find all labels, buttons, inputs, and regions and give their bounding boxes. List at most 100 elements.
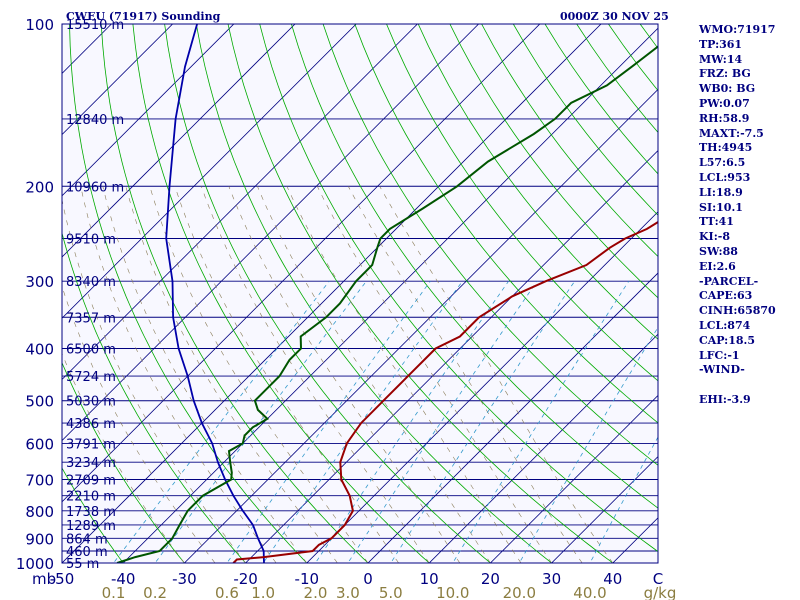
dry-adiabat-line — [100, 24, 369, 563]
plot-frame — [61, 23, 659, 564]
index-item: LCL:953 — [699, 170, 751, 184]
index-item: TH:4945 — [699, 141, 753, 155]
temperature-tick-label: 30 — [542, 570, 561, 588]
temperature-tick-label: -50 — [50, 570, 75, 588]
moist-adiabat-line — [80, 186, 277, 563]
index-item: FRZ: BG — [699, 67, 751, 81]
dry-adiabat-line — [417, 24, 658, 340]
dry-adiabat-line — [62, 467, 124, 563]
mixing-ratio-line — [390, 280, 576, 563]
mixing-ratio-tick-label: g/kg — [644, 584, 677, 600]
pressure-tick-label: 800 — [25, 503, 54, 521]
dry-adiabat-line — [322, 24, 658, 466]
moist-adiabat-line — [257, 186, 491, 563]
dry-adiabat-line — [290, 24, 658, 509]
isotherm-line — [306, 211, 658, 563]
moist-adiabat-line — [62, 285, 216, 563]
dry-adiabat-line — [481, 24, 658, 258]
indices-panel: WMO:71917 TP:361 MW:14 FRZ: BG WB0: BG PW:0.0… — [699, 23, 799, 408]
index-item: RH:58.9 — [699, 111, 750, 125]
height-label: 864 m — [66, 532, 108, 547]
index-item: LCL:874 — [699, 318, 751, 332]
mixing-ratio-line — [262, 280, 463, 563]
index-item: -PARCEL- — [699, 274, 759, 288]
height-label: 7357 m — [66, 311, 116, 326]
isotherm-line — [245, 150, 658, 563]
isotherm-line — [489, 394, 658, 563]
pressure-tick-label: 200 — [25, 178, 54, 196]
mixing-ratio-tick-label: 0.1 — [102, 584, 126, 600]
height-label: 10960 m — [66, 180, 124, 195]
moist-adiabat-line — [149, 186, 369, 563]
mixing-ratio-tick-label: 5.0 — [379, 584, 403, 600]
index-item: WB0: BG — [699, 82, 756, 96]
isotherm-line — [183, 88, 658, 563]
height-label: 1289 m — [66, 519, 116, 534]
dry-adiabat-line — [69, 24, 308, 563]
height-label: 5724 m — [66, 370, 116, 385]
temperature-tick-label: 20 — [481, 570, 500, 588]
index-item: TT:41 — [699, 215, 734, 229]
chart-title: CWEU (71917) Sounding — [66, 10, 221, 23]
index-item: TP:361 — [699, 37, 743, 51]
pressure-unit-label: mb — [32, 570, 56, 588]
index-item: -WIND- — [699, 363, 745, 377]
isotherm-line — [428, 333, 658, 563]
grid-lines — [0, 0, 658, 574]
mixing-ratio-tick-label: 2.0 — [304, 584, 328, 600]
dewpoint-line — [116, 45, 658, 563]
index-item: EHI:-3.9 — [699, 392, 751, 406]
mixing-ratio-line — [347, 280, 538, 563]
height-label: 2210 m — [66, 490, 116, 505]
temperature-tick-label: C — [653, 570, 663, 588]
dry-adiabat-line — [62, 361, 185, 563]
index-item: CINH:65870 — [699, 304, 776, 318]
height-label: 5030 m — [66, 395, 116, 410]
dry-adiabat-line — [259, 24, 658, 553]
temperature-line — [232, 220, 658, 563]
mixing-ratio-line — [154, 280, 367, 563]
isotherm-line — [62, 24, 602, 563]
temperature-tick-label: -40 — [111, 570, 136, 588]
index-item: LI:18.9 — [699, 185, 743, 199]
mixing-ratio-tick-label: 1.0 — [251, 584, 275, 600]
index-item: PW:0.07 — [699, 96, 750, 110]
mixing-ratio-tick-label: 40.0 — [573, 584, 606, 600]
isotherm-line — [62, 24, 296, 258]
temperature-tick-label: -10 — [295, 570, 320, 588]
height-label: 2709 m — [66, 474, 116, 489]
dry-adiabat-line — [195, 24, 553, 563]
height-label: 1738 m — [66, 505, 116, 520]
height-label: 55 m — [66, 557, 99, 572]
mixing-ratio-tick-label: 20.0 — [503, 584, 536, 600]
height-label: 8340 m — [66, 275, 116, 290]
index-item: MAXT:-7.5 — [699, 126, 764, 140]
chart-timestamp: 0000Z 30 NOV 25 — [560, 10, 669, 23]
parcel-line — [165, 24, 265, 563]
pressure-tick-label: 500 — [25, 393, 54, 411]
isotherm-line — [551, 456, 658, 563]
mixing-ratio-tick-label: 3.0 — [336, 584, 360, 600]
index-item: EI:2.6 — [699, 259, 736, 273]
temperature-tick-label: 0 — [363, 570, 373, 588]
temperature-tick-label: -20 — [233, 570, 258, 588]
height-label: 12840 m — [66, 113, 124, 128]
height-label: 4386 m — [66, 417, 116, 432]
pressure-tick-label: 900 — [25, 530, 54, 548]
index-item: CAP:18.5 — [699, 333, 756, 347]
temperature-tick-label: 40 — [603, 570, 622, 588]
isotherm-line — [0, 0, 14, 574]
mixing-ratio-line — [452, 280, 630, 563]
mixing-ratio-line — [315, 280, 509, 563]
pressure-tick-label: 300 — [25, 273, 54, 291]
dry-adiabat-line — [386, 24, 658, 382]
mixing-ratio-line — [589, 436, 658, 563]
index-item: LFC:-1 — [699, 348, 740, 362]
temperature-tick-label: -30 — [172, 570, 197, 588]
height-label: 3791 m — [66, 437, 116, 452]
index-item: WMO:71917 — [699, 23, 776, 36]
mixing-ratio-tick-label: 10.0 — [436, 584, 469, 600]
moist-adiabat-line — [62, 198, 246, 563]
mixing-ratio-line — [518, 326, 658, 563]
